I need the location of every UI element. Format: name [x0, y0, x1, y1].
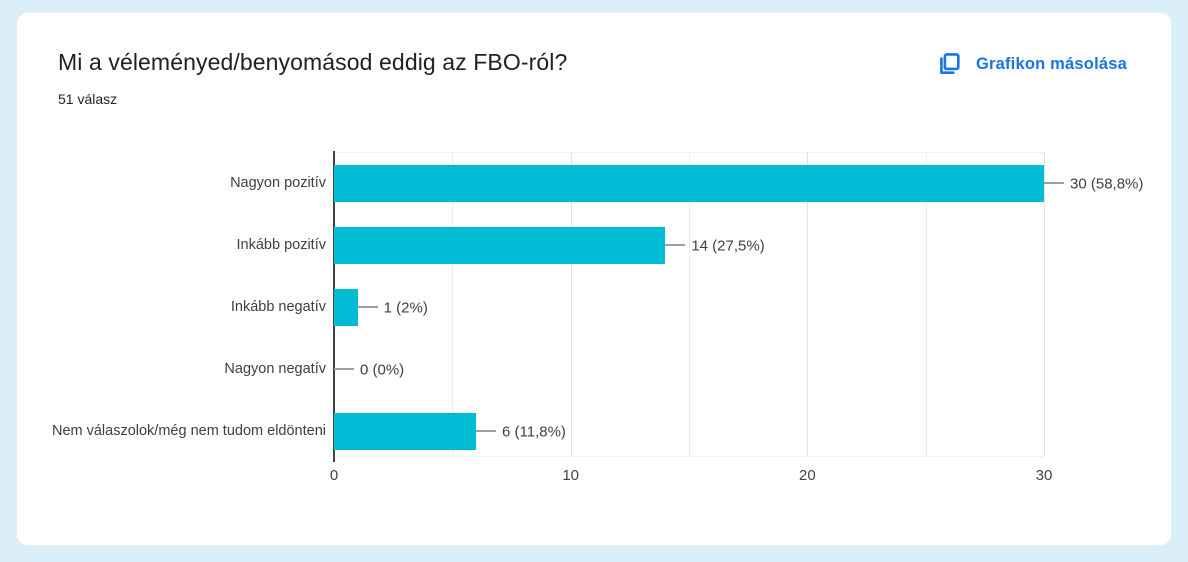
x-axis-tick-label: 10 [562, 467, 579, 484]
responses-count: 51 válasz [58, 91, 118, 107]
plot-edge [334, 456, 1044, 457]
x-axis-tick-label: 20 [798, 467, 816, 484]
gridline [807, 152, 809, 456]
value-label: 14 (27,5%) [691, 237, 765, 255]
chart-card: Mi a véleményed/benyomásod eddig az FBO-… [16, 12, 1172, 546]
value-label: 1 (2%) [383, 299, 428, 317]
question-title: Mi a véleményed/benyomásod eddig az FBO-… [58, 49, 568, 75]
gridline [1044, 152, 1045, 456]
category-label: Nagyon pozitív [230, 174, 326, 191]
category-label: Nagyon negatív [224, 360, 326, 377]
copy-icon [936, 51, 962, 77]
gridline [570, 152, 572, 456]
value-label: 30 (58,8%) [1070, 175, 1144, 193]
bar-chart: Nagyon pozitív 30 (58,8%) Inkább pozitív… [17, 13, 1171, 545]
value-label: 6 (11,8%) [502, 423, 566, 441]
x-axis-tick-label: 30 [1035, 467, 1053, 484]
connector-line [357, 306, 378, 308]
gridline [689, 152, 690, 456]
connector-line [334, 368, 354, 370]
x-axis-tick-label: 0 [329, 467, 339, 484]
value-label: 0 (0%) [360, 361, 405, 379]
bar[interactable] [334, 164, 1044, 202]
gridline [925, 152, 927, 456]
bar[interactable] [334, 412, 476, 450]
bar[interactable] [334, 226, 666, 264]
category-label: Inkább negatív [230, 298, 326, 315]
category-label: Nem válaszolok/még nem tudom eldönteni [51, 422, 326, 439]
copy-chart-button[interactable]: Grafikon másolása [932, 45, 1131, 83]
connector-line [476, 430, 496, 432]
connector-line [1044, 182, 1064, 184]
bar[interactable] [334, 288, 358, 326]
category-label: Inkább pozitív [236, 236, 326, 253]
plot-edge [334, 152, 1044, 153]
connector-line [665, 244, 686, 246]
copy-button-label: Grafikon másolása [975, 54, 1127, 73]
gridline [452, 152, 454, 456]
